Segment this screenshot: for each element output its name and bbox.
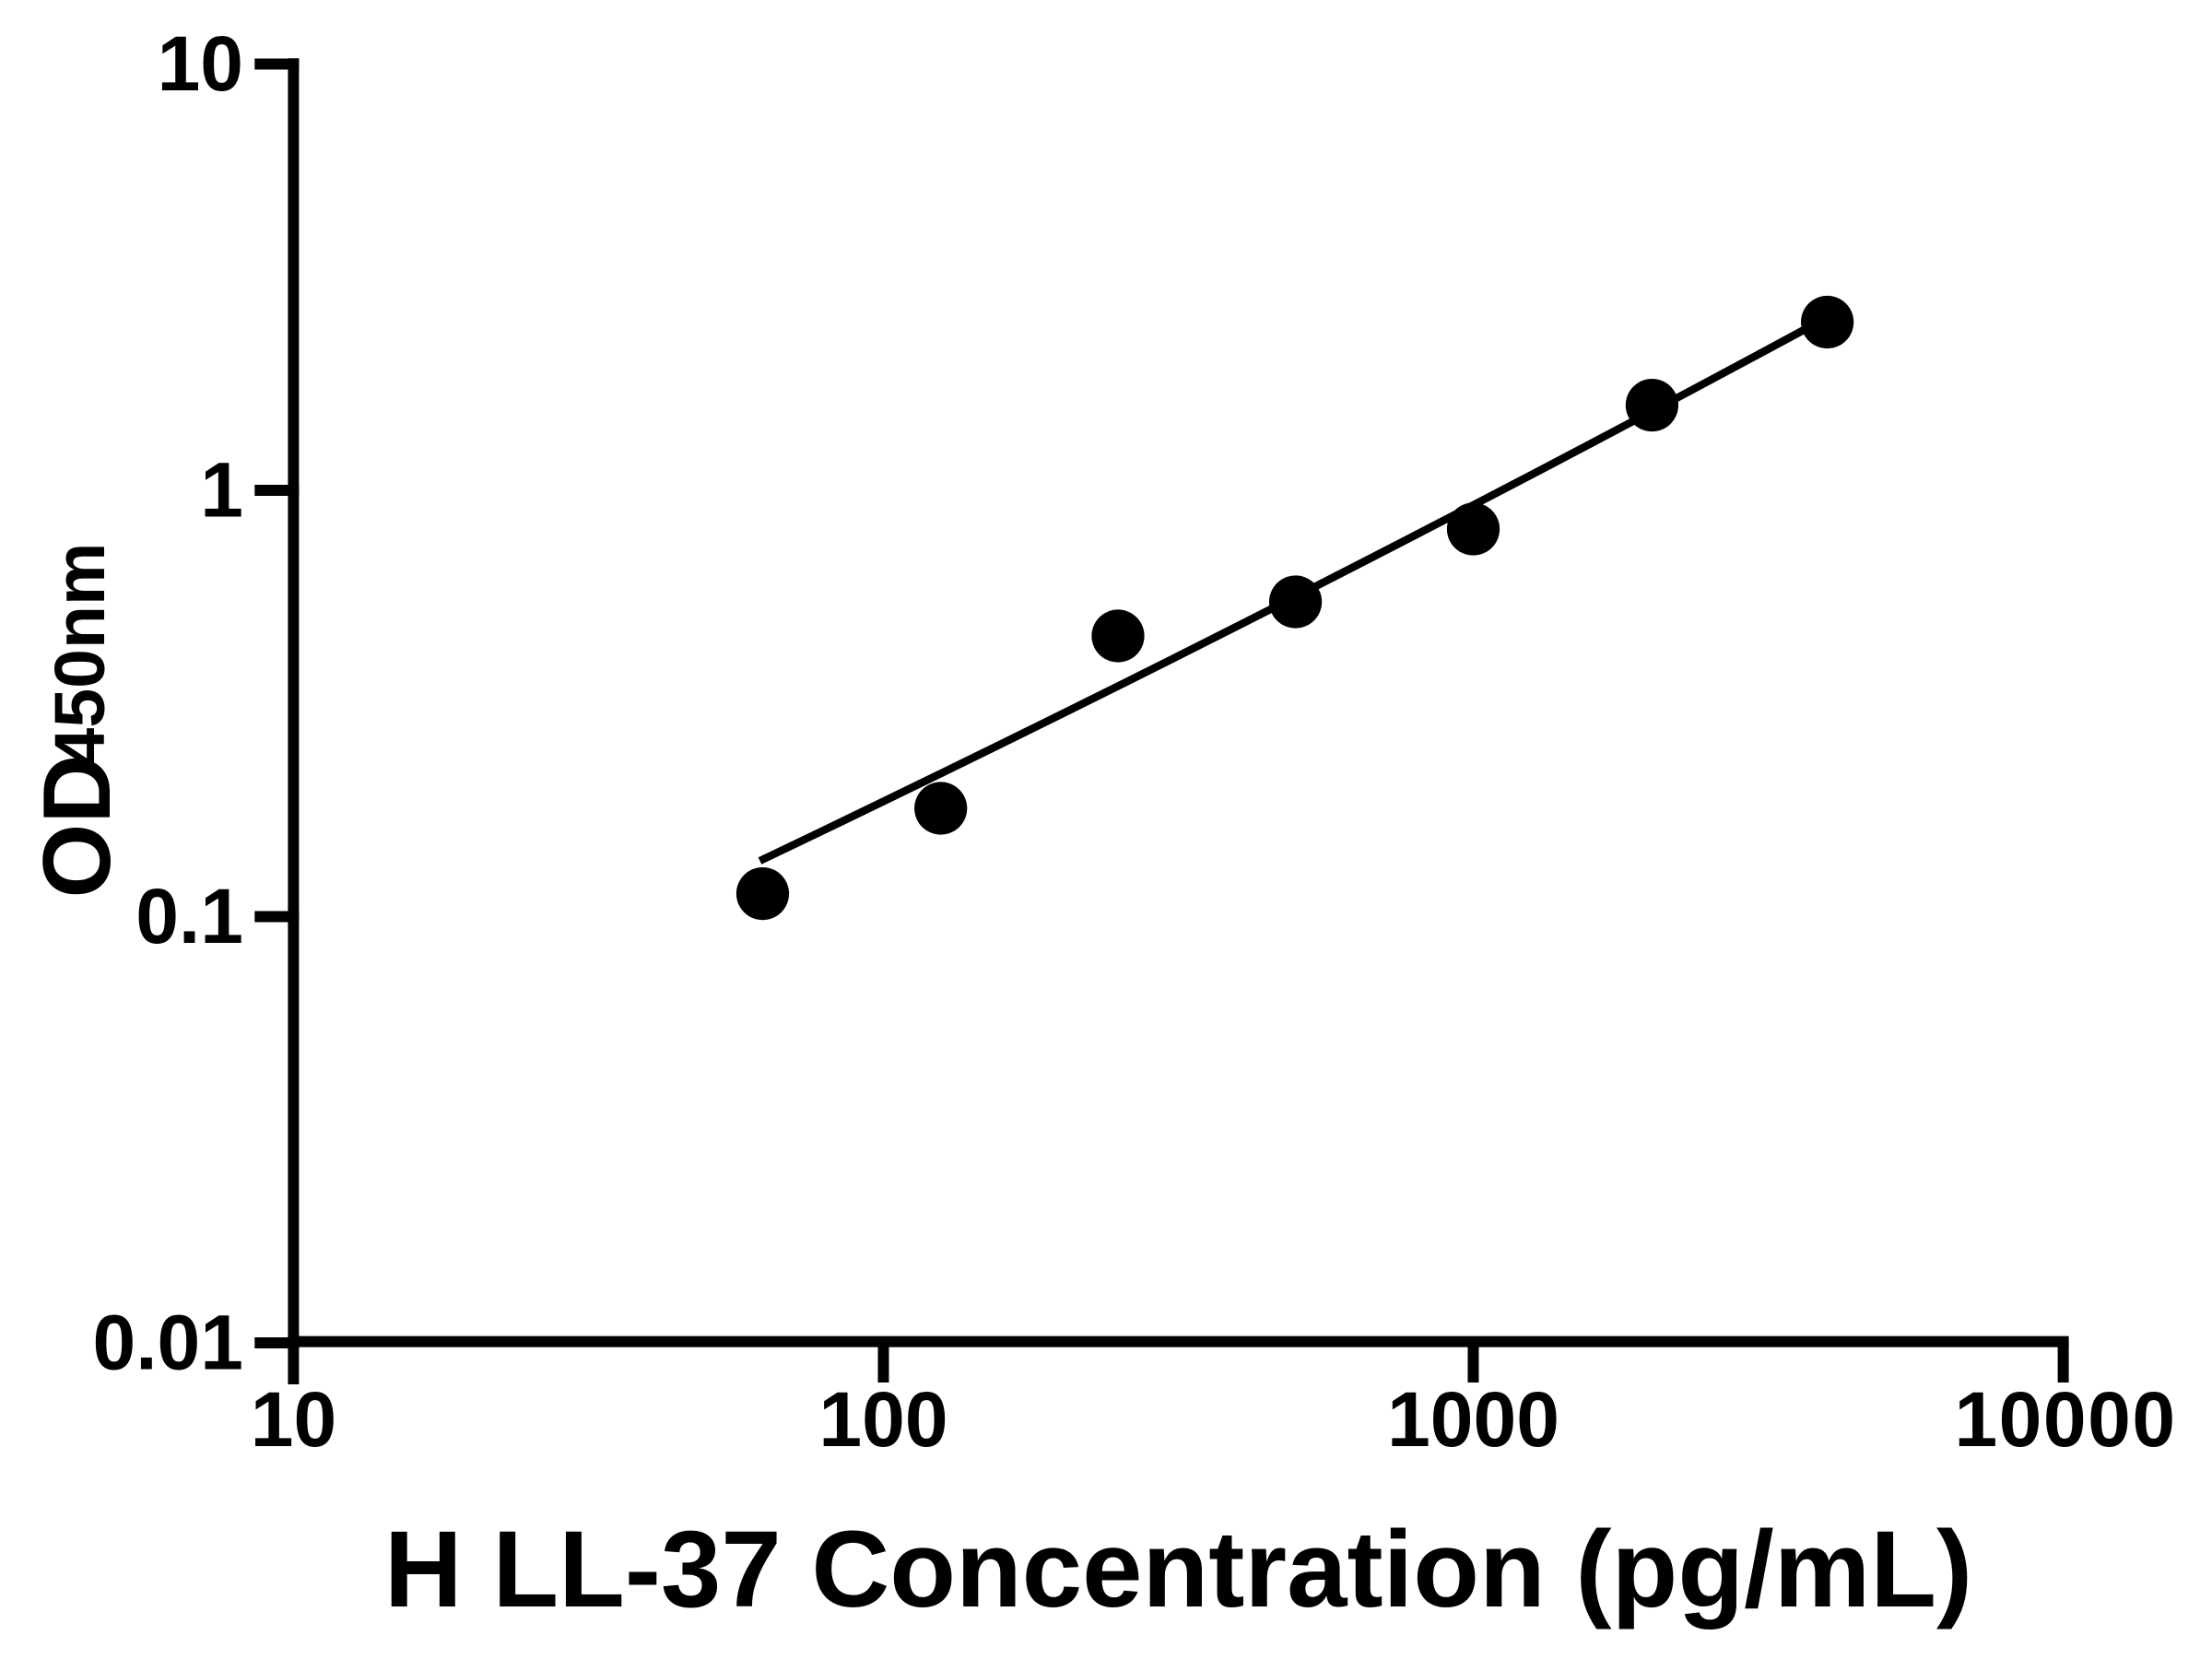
svg-text:10000: 10000 [1954,1376,2176,1463]
svg-text:0.1: 0.1 [135,873,243,959]
svg-text:1000: 1000 [1387,1376,1559,1463]
svg-text:OD450nm: OD450nm [24,543,131,899]
svg-text:10: 10 [158,20,243,107]
svg-text:1: 1 [200,447,243,534]
svg-text:100: 100 [818,1376,947,1463]
svg-text:H LL-37 Concentration (pg/mL): H LL-37 Concentration (pg/mL) [384,1509,1972,1630]
svg-text:10: 10 [251,1376,336,1463]
svg-text:0.01: 0.01 [93,1300,244,1386]
